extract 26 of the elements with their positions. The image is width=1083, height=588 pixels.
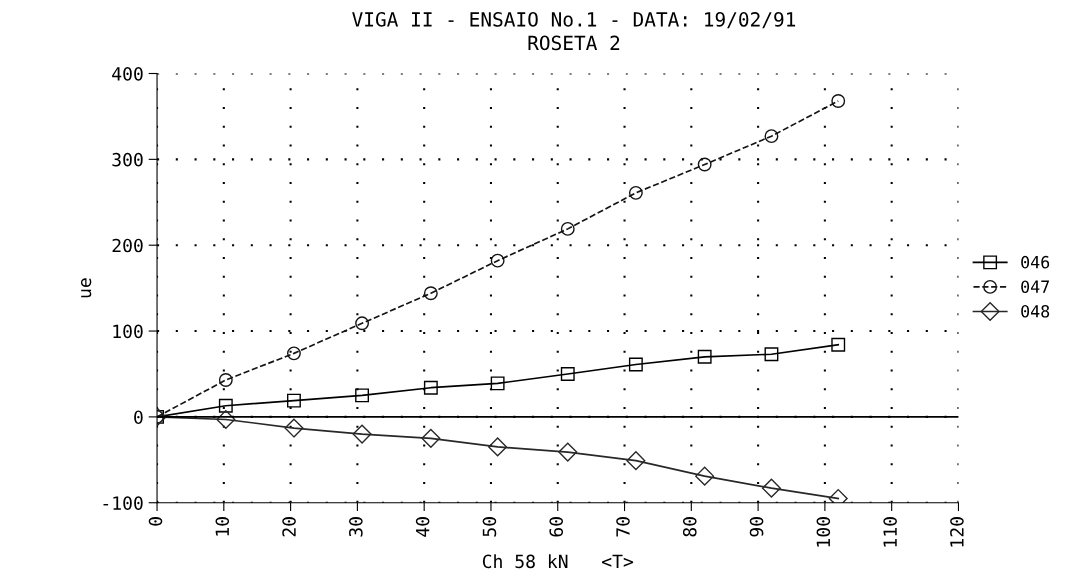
y-axis-title: ue	[80, 278, 92, 298]
x-tick-label: 100	[816, 517, 831, 547]
x-tick-label: 10	[215, 517, 230, 536]
legend-label: 047	[1021, 280, 1049, 293]
x-tick-label: 70	[616, 517, 630, 537]
x-tick-label: 80	[682, 517, 697, 537]
x-tick-label: 120	[950, 517, 964, 547]
x-tick-label: 20	[282, 517, 296, 537]
x-tick-label: 40	[415, 517, 430, 537]
x-tick-label: 60	[549, 517, 564, 537]
y-tick-label: 300	[112, 152, 143, 167]
chart-subtitle: ROSETA 2	[528, 35, 620, 51]
y-tick-label: 200	[112, 238, 143, 253]
x-tick-label: 90	[749, 517, 764, 537]
y-tick-label: 0	[134, 410, 143, 425]
y-tick-label: 100	[113, 324, 143, 339]
x-tick-label: 30	[349, 517, 363, 537]
y-tick-label: 400	[112, 67, 143, 81]
y-tick-label: -100	[103, 496, 143, 510]
legend-label: 048	[1021, 304, 1050, 318]
x-tick-label: 110	[883, 517, 897, 547]
x-tick-label: 50	[482, 517, 497, 537]
legend-label: 046	[1021, 255, 1050, 269]
x-axis-title: Ch 58 kN <T>	[482, 554, 634, 569]
x-tick-label: 0	[148, 517, 163, 526]
chart-title: VIGA II - ENSAIO No.1 - DATA: 19/02/91	[352, 12, 796, 29]
